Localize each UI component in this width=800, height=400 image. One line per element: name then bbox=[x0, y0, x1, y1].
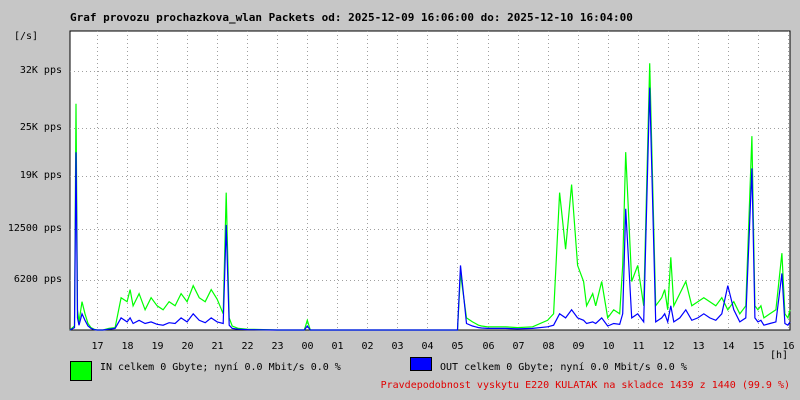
x-tick-label: 05 bbox=[451, 341, 464, 352]
x-tick-label: 09 bbox=[572, 341, 585, 352]
x-tick-label: 17 bbox=[91, 341, 104, 352]
x-tick-label: 20 bbox=[181, 341, 194, 352]
x-tick-label: 00 bbox=[301, 341, 314, 352]
x-tick-label: 06 bbox=[482, 341, 495, 352]
x-tick-label: 23 bbox=[271, 341, 284, 352]
x-tick-label: 02 bbox=[361, 341, 374, 352]
series-line-in bbox=[69, 63, 791, 331]
legend-in-swatch bbox=[70, 361, 92, 381]
x-tick-label: 18 bbox=[121, 341, 134, 352]
series-layer bbox=[69, 63, 791, 331]
x-tick-label: 14 bbox=[722, 341, 735, 352]
probability-note: Pravdepodobnost vyskytu E220 KULATAK na … bbox=[380, 380, 790, 391]
series-line-out bbox=[69, 87, 791, 331]
x-tick-label: 10 bbox=[602, 341, 615, 352]
x-tick-label: 13 bbox=[692, 341, 705, 352]
y-tick-label: 25K pps bbox=[19, 121, 62, 133]
x-tick-label: 11 bbox=[632, 341, 645, 352]
legend-out-swatch bbox=[410, 357, 432, 371]
x-tick-label: 19 bbox=[151, 341, 164, 352]
x-tick-label: 07 bbox=[512, 341, 525, 352]
x-tick-label: 16 bbox=[782, 341, 795, 352]
y-tick-label: 19K pps bbox=[19, 169, 62, 181]
legend-in-text: IN celkem 0 Gbyte; nyní 0.0 Mbit/s 0.0 % bbox=[100, 362, 341, 373]
y-tick-label: 32K pps bbox=[19, 64, 62, 76]
x-axis-unit: [h] bbox=[770, 350, 789, 361]
x-tick-label: 15 bbox=[752, 341, 765, 352]
x-tick-label: 08 bbox=[542, 341, 555, 352]
x-tick-label: 12 bbox=[662, 341, 675, 352]
plot-area bbox=[69, 30, 791, 331]
x-tick-label: 21 bbox=[211, 341, 224, 352]
x-tick-label: 22 bbox=[241, 341, 254, 352]
y-tick-label: 12500 pps bbox=[7, 222, 62, 234]
x-tick-label: 01 bbox=[331, 341, 344, 352]
chart-title: Graf provozu prochazkova_wlan Packets od… bbox=[70, 11, 633, 24]
x-tick-label: 03 bbox=[391, 341, 404, 352]
legend-out-text: OUT celkem 0 Gbyte; nyní 0.0 Mbit/s 0.0 … bbox=[440, 362, 687, 373]
x-tick-label: 04 bbox=[421, 341, 434, 352]
y-axis-unit: [/s] bbox=[14, 31, 39, 42]
y-tick-label: 6200 pps bbox=[13, 273, 62, 285]
